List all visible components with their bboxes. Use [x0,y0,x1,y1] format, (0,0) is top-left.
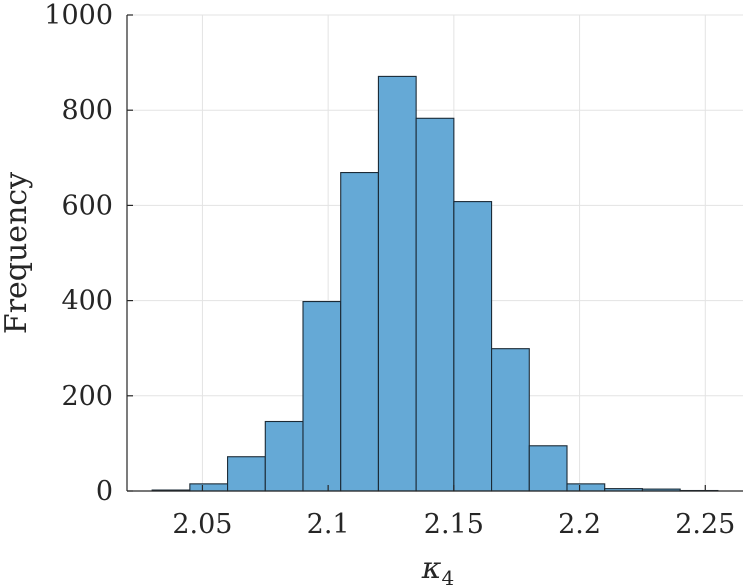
y-axis-title: Frequency [0,172,34,334]
x-tick-label: 2.2 [558,509,601,540]
x-axis-title: κ4 [421,551,454,586]
y-tick-label: 800 [61,95,113,126]
histogram-bar [566,483,606,492]
histogram-bar [189,483,229,492]
y-tick-label: 600 [61,190,113,221]
x-tick-label: 2.25 [675,509,735,540]
x-tick-label: 2.05 [172,509,232,540]
y-tick-label: 200 [61,381,113,412]
histogram-bar [227,456,266,492]
histogram-bar [528,445,568,492]
y-tick-label: 400 [61,286,113,317]
axes [126,14,743,492]
x-tick-label: 2.1 [307,509,350,540]
y-tick-label: 0 [96,476,113,507]
histogram-bar [415,117,455,492]
histogram-bars [151,75,719,492]
y-tick-labels: 0 200 400 600 800 1000 [44,0,113,507]
histogram-bar [491,348,530,492]
histogram-bar [302,301,342,492]
x-tick-label: 2.15 [424,509,484,540]
histogram-bar [377,75,417,492]
histogram-bar [340,172,379,492]
histogram-bar [264,420,304,492]
x-tick-labels: 2.05 2.1 2.15 2.2 2.25 [172,509,735,540]
histogram-bar [453,201,493,492]
y-tick-label: 1000 [44,0,113,31]
